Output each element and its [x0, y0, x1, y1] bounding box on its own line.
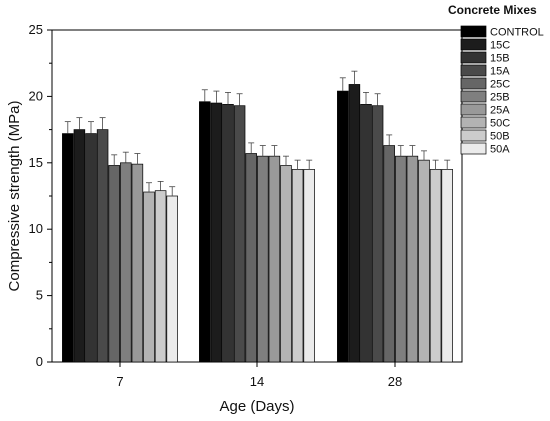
- chart-legend: Concrete MixesCONTROL15C15B15A25C25B25A5…: [448, 3, 544, 156]
- bar-50a-14: [303, 169, 315, 363]
- bar-15a-28: [371, 105, 384, 363]
- legend-label-50b: 50B: [490, 131, 510, 143]
- bar-50b-28: [429, 169, 442, 363]
- chart-axes: 0 5 10 15 20 25 7 14 28: [29, 22, 463, 389]
- legend-label-50c: 50C: [490, 118, 510, 130]
- bar-15c-14: [210, 102, 223, 363]
- bar-15c-7: [73, 129, 86, 363]
- legend-swatch-15a: [460, 64, 487, 77]
- legend-swatch-25c: [460, 77, 487, 90]
- y-axis-title: Compressive strength (MPa): [6, 101, 23, 292]
- legend-swatch-50a: [460, 142, 487, 155]
- bar-15c-28: [348, 84, 361, 363]
- x-tick-label: 28: [388, 374, 402, 389]
- legend-label-25b: 25B: [490, 92, 510, 104]
- bar-50b-14: [291, 169, 304, 363]
- y-tick-label: 25: [29, 22, 43, 37]
- bar-15a-14: [233, 105, 246, 363]
- legend-label-25c: 25C: [490, 79, 510, 91]
- bar-50c-7: [143, 191, 155, 363]
- bar-50c-28: [418, 159, 430, 363]
- legend-label-15c: 15C: [490, 40, 510, 52]
- bar-50c-14: [280, 165, 292, 363]
- legend-label-15a: 15A: [490, 66, 510, 78]
- bar-25c-7: [108, 165, 120, 363]
- x-tick-label: 7: [116, 374, 123, 389]
- bar-25c-14: [245, 153, 257, 363]
- legend-swatch-50c: [460, 116, 487, 129]
- bar-25b-7: [120, 162, 132, 363]
- y-tick-label: 15: [29, 155, 43, 170]
- legend-swatch-control: [460, 25, 487, 38]
- chart-bars: [62, 70, 453, 363]
- bar-15b-28: [360, 104, 372, 363]
- bar-25a-14: [268, 155, 281, 363]
- y-tick-label: 5: [36, 288, 43, 303]
- bar-control-14: [199, 101, 211, 363]
- legend-swatch-15b: [460, 51, 487, 64]
- legend-label-25a: 25A: [490, 105, 510, 117]
- bar-25b-28: [395, 155, 407, 363]
- bar-50a-28: [441, 169, 453, 363]
- legend-label-15b: 15B: [490, 53, 510, 65]
- bar-15b-7: [85, 133, 97, 363]
- y-tick-label: 0: [36, 354, 43, 369]
- bar-50b-7: [154, 190, 167, 363]
- legend-label-50a: 50A: [490, 144, 510, 156]
- bar-control-28: [337, 90, 349, 363]
- legend-label-control: CONTROL: [490, 27, 544, 39]
- bar-50a-7: [166, 195, 178, 363]
- bar-25a-7: [131, 163, 144, 363]
- legend-swatch-50b: [460, 129, 487, 142]
- bar-control-7: [62, 133, 74, 363]
- bar-25a-28: [406, 155, 419, 363]
- bar-15b-14: [222, 104, 234, 363]
- legend-title: Concrete Mixes: [448, 3, 537, 17]
- x-axis-title: Age (Days): [219, 398, 294, 415]
- legend-swatch-25a: [460, 103, 487, 116]
- bar-15a-7: [96, 129, 109, 363]
- x-tick-label: 14: [250, 374, 264, 389]
- bar-25b-14: [257, 155, 269, 363]
- legend-swatch-25b: [460, 90, 487, 103]
- y-tick-label: 10: [29, 221, 43, 236]
- legend-swatch-15c: [460, 38, 487, 51]
- y-tick-label: 20: [29, 88, 43, 103]
- bar-25c-28: [383, 145, 395, 363]
